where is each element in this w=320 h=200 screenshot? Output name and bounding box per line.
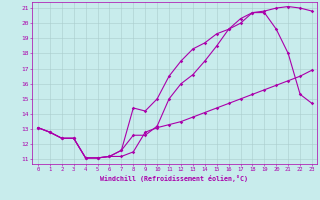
X-axis label: Windchill (Refroidissement éolien,°C): Windchill (Refroidissement éolien,°C)	[100, 175, 248, 182]
